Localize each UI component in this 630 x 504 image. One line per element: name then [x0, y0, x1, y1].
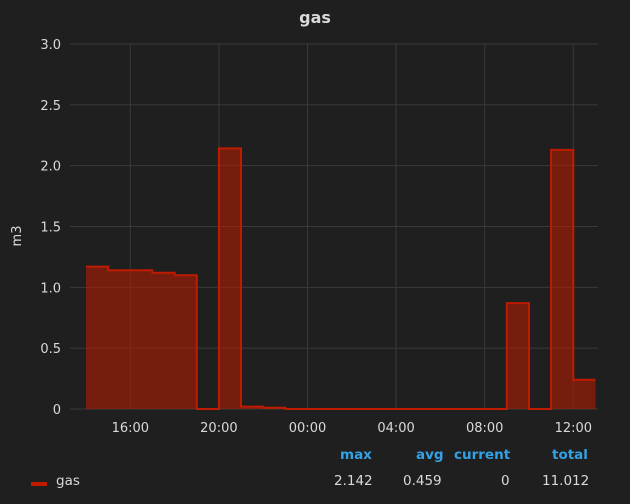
series-step [263, 408, 285, 409]
series-line [86, 147, 596, 410]
y-tick-label: 3.0 [40, 38, 61, 53]
series-step [219, 148, 241, 409]
x-axis-ticks: 16:00 20:00 00:00 04:00 08:00 12:00 [112, 421, 592, 436]
x-tick-label: 04:00 [377, 421, 414, 436]
y-tick-label: 0.5 [40, 342, 61, 357]
legend-value-avg: 0.459 [403, 473, 442, 489]
legend-series-color[interactable] [31, 482, 47, 486]
y-tick-label: 0 [53, 403, 61, 418]
series-step [241, 407, 263, 409]
series-step [507, 303, 529, 409]
legend-value-max: 2.142 [334, 473, 373, 489]
y-tick-label: 2.0 [40, 160, 61, 175]
series-step [152, 273, 174, 409]
x-tick-label: 12:00 [555, 421, 592, 436]
y-axis-ticks: 0 0.5 1.0 1.5 2.0 2.5 3.0 [40, 38, 61, 418]
y-axis-label: m3 [10, 226, 25, 247]
legend-header-current[interactable]: current [454, 447, 511, 463]
legend-series-name[interactable]: gas [56, 473, 80, 489]
legend-header-max[interactable]: max [340, 447, 372, 463]
x-tick-label: 16:00 [112, 421, 149, 436]
gas-series [86, 147, 596, 410]
legend-value-current: 0 [501, 473, 510, 489]
series-area [86, 148, 596, 409]
legend-header-total[interactable]: total [552, 447, 588, 463]
legend-header-avg[interactable]: avg [416, 447, 444, 463]
panel-title[interactable]: gas [299, 8, 331, 27]
series-step [175, 275, 197, 409]
y-tick-label: 2.5 [40, 99, 61, 114]
x-tick-label: 00:00 [289, 421, 326, 436]
series-step [573, 380, 595, 409]
x-tick-label: 08:00 [466, 421, 503, 436]
y-tick-label: 1.5 [40, 221, 61, 236]
series-step [551, 150, 573, 409]
x-tick-label: 20:00 [200, 421, 237, 436]
y-tick-label: 1.0 [40, 281, 61, 296]
series-step [108, 270, 130, 409]
legend-value-total: 11.012 [542, 473, 590, 489]
series-step [130, 270, 152, 409]
series-step [86, 267, 108, 409]
